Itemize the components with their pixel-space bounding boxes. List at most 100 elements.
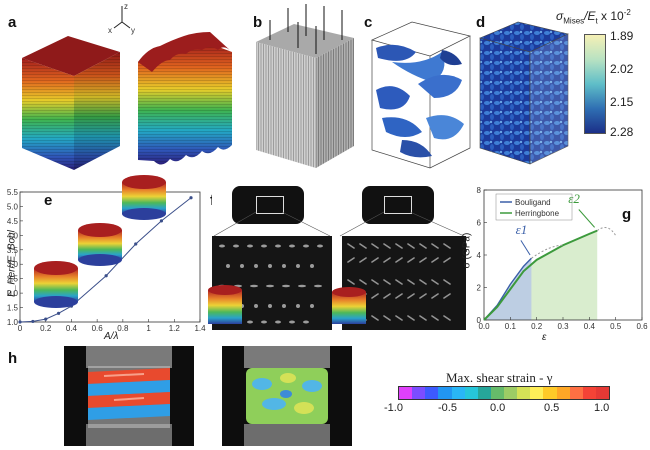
chart-e-ytick-label: 3.0	[7, 260, 19, 269]
chart-g-annotation-eps1: ε1	[516, 222, 528, 237]
chart-e: 0 0.2 0.4 0.6 0.8 1 1.2 1.4 1.0 1.5 2.0 2.5 3.0 3.5 4.…	[7, 188, 206, 333]
chart-g-xtick-label: 0.6	[636, 322, 648, 331]
colorbar-d-title-main: σ	[556, 9, 564, 23]
chart-g-ytick-label: 2	[477, 284, 482, 293]
chart-e-ytick-label: 2.0	[7, 289, 19, 298]
panel-label-c: c	[364, 14, 373, 31]
chart-e-ytick-label: 2.5	[7, 275, 19, 284]
chart-e-xtick-label: 0	[18, 324, 23, 333]
panel-b-figure	[256, 4, 354, 168]
chart-e-point	[104, 274, 108, 278]
chart-g-ylabel: σ (GPa)	[461, 232, 473, 269]
chart-e-point	[159, 219, 164, 223]
colorbar-h-swatch	[504, 387, 518, 399]
colorbar-d-title-sup: -2	[623, 8, 631, 17]
panel-label-d: d	[476, 14, 486, 31]
zoom-box-left	[256, 196, 284, 214]
loaded-cube	[256, 24, 354, 168]
colorbar-h-swatch	[399, 387, 413, 399]
colorbar-h-tick: 1.0	[594, 402, 610, 414]
chart-e-xtick-label: 0.6	[92, 324, 104, 333]
colorbar-h-tick: 0.0	[490, 402, 506, 414]
colorbar-h-swatch	[451, 387, 465, 399]
load-arrows-icon	[269, 4, 343, 54]
chart-e-point	[134, 242, 138, 246]
panel-c-figure	[370, 21, 472, 169]
disk-inset-right	[332, 287, 366, 324]
chart-e-point	[31, 319, 35, 324]
colorbar-d-tick: 1.89	[610, 29, 634, 43]
chart-g-ytick-label: 0	[477, 316, 482, 325]
chart-g-xtick-label: 0.0	[478, 322, 490, 331]
chart-g-xtick-label: 0.1	[505, 322, 517, 331]
chart-e-xtick-label: 0.8	[117, 324, 129, 333]
chart-e-xtick-label: 0.4	[66, 324, 78, 333]
chart-g-ytick-label: 8	[477, 186, 482, 195]
chart-e-ylabel: E_Herr/E_Boul	[6, 230, 18, 297]
panel-a-figure: z x y	[22, 2, 232, 170]
chart-g-annotation-eps2: ε2	[568, 191, 580, 206]
chart-e-point	[189, 196, 193, 200]
cylinder-bouligand-image	[232, 186, 304, 224]
axis-z-label: z	[124, 2, 128, 11]
chart-e-point	[18, 320, 22, 324]
disk-inset-left	[208, 285, 242, 324]
chart-e-point	[44, 317, 48, 321]
colorbar-d-tick: 2.15	[610, 95, 634, 109]
chart-e-ytick-label: 5.0	[7, 202, 19, 211]
chart-g-line-herringbone	[483, 229, 598, 321]
colorbar-h-swatch	[425, 387, 439, 399]
chart-e-frame	[19, 191, 201, 323]
chart-e-ytick-label: 3.5	[7, 246, 19, 255]
panel-label-h: h	[8, 350, 18, 367]
chart-e-ytick-label: 5.5	[7, 188, 19, 197]
disk-low-amplitude	[34, 261, 78, 308]
chart-g-legend-label: Herringbone	[515, 209, 560, 218]
chart-e-xtick-label: 1.2	[169, 324, 181, 333]
colorbar-d-title-exp: x 10	[597, 9, 624, 23]
bouligand-cube	[22, 36, 120, 170]
colorbar-d-tick: 2.28	[610, 125, 634, 139]
chart-g-xtick-label: 0.2	[531, 322, 543, 331]
stress-isosurface-d	[479, 21, 569, 165]
axis-triad-icon: z x y	[108, 2, 135, 35]
panel-e-disks	[34, 175, 166, 308]
chart-g-legend-label: Bouligand	[515, 198, 551, 207]
dic-photo-bouligand	[64, 346, 194, 446]
chart-g-ytick-label: 6	[477, 219, 482, 228]
chart-g-arrow-eps1	[520, 240, 531, 256]
colorbar-d-title-rest: /E	[584, 9, 596, 23]
colorbar-d-title: σMises/Et x 10-2	[556, 8, 631, 25]
colorbar-h-swatch	[556, 387, 570, 399]
chart-g-postpeak	[596, 227, 617, 236]
chart-g-xtick-label: 0.5	[610, 322, 622, 331]
panel-label-b: b	[253, 14, 263, 31]
panel-label-e: e	[44, 192, 53, 209]
colorbar-h-tick: -1.0	[384, 402, 403, 414]
axis-y-label: y	[131, 26, 135, 35]
chart-e-ytick-label: 4.5	[7, 217, 19, 226]
chart-e-ytick-label: 1.0	[7, 318, 19, 327]
colorbar-h-tick: -0.5	[438, 402, 457, 414]
chart-g-legend: Bouligand Herringbone	[495, 193, 573, 221]
colorbar-h-swatch	[490, 387, 504, 399]
colorbar-d	[584, 34, 606, 134]
colorbar-h-swatch	[530, 387, 544, 399]
chart-g-arrow-eps2	[578, 209, 595, 228]
chart-g-xtick-label: 0.3	[557, 322, 569, 331]
panel-label-g: g	[622, 206, 632, 223]
zoom-lines	[213, 211, 465, 237]
disk-mid-amplitude	[78, 223, 122, 266]
chart-e-point	[56, 311, 61, 315]
colorbar-h-swatch	[582, 387, 596, 399]
chart-g: 0.0 0.1 0.2 0.3 0.4 0.5 0.6 0 2 4 6 8 Bouligand Herri…	[477, 186, 648, 331]
chart-g-xlabel: ε	[542, 332, 547, 343]
dic-photo-herringbone	[222, 346, 352, 446]
colorbar-h-swatch	[569, 387, 583, 399]
stress-isosurface-c	[370, 21, 472, 169]
colorbar-d-title-sub: Mises	[563, 16, 585, 26]
chart-g-postpeak-b	[531, 244, 564, 259]
colorbar-h-swatch	[464, 387, 478, 399]
chart-g-legend-box	[495, 193, 573, 221]
chart-e-xtick-label: 0.2	[40, 324, 52, 333]
